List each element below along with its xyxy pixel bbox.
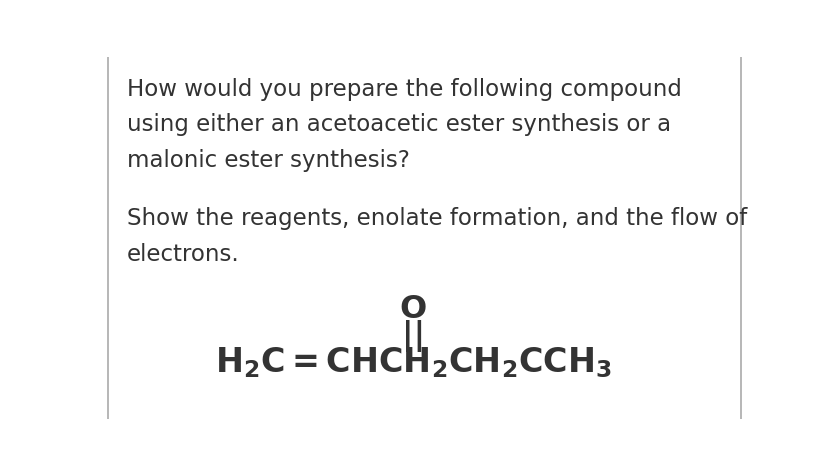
Text: $\bf{H_2C{=}CHCH_2CH_2CCH_3}$: $\bf{H_2C{=}CHCH_2CH_2CCH_3}$ xyxy=(215,345,611,380)
Text: How would you prepare the following compound: How would you prepare the following comp… xyxy=(127,78,681,101)
Text: ||: || xyxy=(401,320,424,352)
Text: O: O xyxy=(399,294,427,325)
Text: electrons.: electrons. xyxy=(127,243,239,266)
Text: Show the reagents, enolate formation, and the flow of: Show the reagents, enolate formation, an… xyxy=(127,207,746,230)
Text: malonic ester synthesis?: malonic ester synthesis? xyxy=(127,149,409,172)
Text: using either an acetoacetic ester synthesis or a: using either an acetoacetic ester synthe… xyxy=(127,114,670,137)
